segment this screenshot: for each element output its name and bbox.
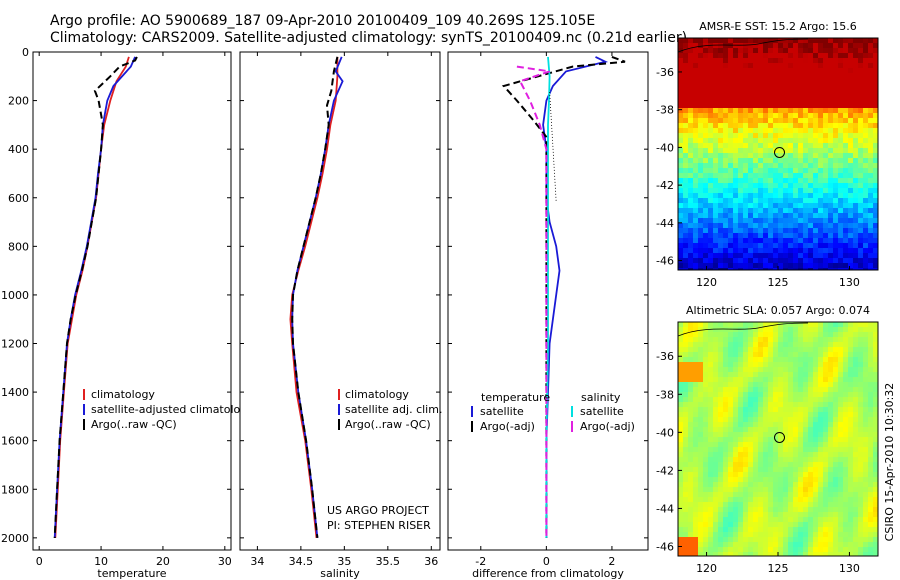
- temperature-legend-label: satellite-adjusted climatology: [91, 403, 254, 416]
- temperature-xtick-label: 20: [156, 555, 170, 568]
- salinity-xtick-label: 36: [424, 555, 438, 568]
- salinity-legend-label: satellite adj. clim.: [345, 403, 442, 416]
- difference-legend-header-temperature: temperature: [481, 391, 550, 404]
- salinity-xlabel: salinity: [320, 567, 360, 580]
- sla-ytick-label: -36: [656, 350, 674, 363]
- sla-xtick-label: 120: [696, 562, 717, 575]
- figure-title-line1: Argo profile: AO 5900689_187 09-Apr-2010…: [50, 13, 596, 29]
- depth-tick-label: 0: [22, 46, 29, 59]
- sla-field: [678, 322, 878, 556]
- temperature-legend-label: Argo(..raw -QC): [91, 418, 177, 431]
- temperature-series-argo-raw-qc-: [53, 56, 138, 538]
- salinity-xtick-label: 34: [250, 555, 264, 568]
- depth-tick-label: 1200: [1, 338, 29, 351]
- credit-timestamp: CSIRO 15-Apr-2010 10:30:32: [883, 383, 896, 542]
- difference-xlabel: difference from climatology: [472, 567, 624, 580]
- sst-xtick-label: 130: [839, 276, 860, 289]
- salinity-xtick-label: 35: [337, 555, 351, 568]
- sla-xtick-label: 130: [839, 562, 860, 575]
- difference-reference-line: [549, 91, 557, 203]
- project-annotation: US ARGO PROJECT: [327, 504, 429, 517]
- salinity-axes-frame: [239, 51, 441, 551]
- sst-map-title: AMSR-E SST: 15.2 Argo: 15.6: [699, 20, 857, 33]
- sst-ytick-label: -42: [656, 179, 674, 192]
- difference-legend-label: satellite: [480, 405, 524, 418]
- panel-sst: 120 125 130 -36 -38 -40 -42 -44 -46 AMSR-E SST: 1…: [656, 20, 879, 289]
- panel-sla: 120 125 130 -36 -38 -40 -42 -44 -46 Altimetric SL…: [656, 304, 879, 575]
- sla-map-title: Altimetric SLA: 0.057 Argo: 0.074: [686, 304, 870, 317]
- sla-ytick-label: -38: [656, 388, 674, 401]
- temperature-xlabel: temperature: [97, 567, 166, 580]
- salinity-series-argo-raw-qc-: [291, 56, 339, 539]
- sst-xtick-label: 120: [696, 276, 717, 289]
- salinity-xtick-label: 35.5: [376, 555, 401, 568]
- panel-temperature: 0 10 20 30 0 200 400 600 800 1000 1200 1400 1600 1800…: [1, 46, 254, 580]
- salinity-series-climatology: [289, 56, 339, 538]
- sst-ytick-label: -40: [656, 141, 674, 154]
- difference-series-salinity-argo-adj-: [516, 65, 550, 538]
- sst-ytick-label: -44: [656, 217, 674, 230]
- difference-legend-label: satellite: [580, 405, 624, 418]
- depth-tick-label: 800: [8, 240, 29, 253]
- depth-tick-label: 200: [8, 95, 29, 108]
- temperature-axes-frame: [32, 51, 232, 551]
- pi-annotation: PI: STEPHEN RISER: [327, 519, 431, 532]
- depth-tick-label: 1000: [1, 289, 29, 302]
- depth-tick-label: 400: [8, 143, 29, 156]
- difference-xtick-label: 0: [543, 555, 550, 568]
- temperature-xtick-label: 0: [36, 555, 43, 568]
- sst-coastline: [678, 38, 809, 53]
- difference-xtick-label: 2: [608, 555, 615, 568]
- sst-field: [678, 38, 878, 270]
- depth-tick-label: 2000: [1, 532, 29, 545]
- salinity-legend-label: climatology: [345, 388, 409, 401]
- depth-tick-label: 600: [8, 192, 29, 205]
- difference-xtick-label: -2: [475, 555, 486, 568]
- sla-xtick-label: 125: [768, 562, 789, 575]
- depth-tick-label: 1600: [1, 435, 29, 448]
- temperature-xtick-label: 10: [94, 555, 108, 568]
- salinity-xtick-label: 34.5: [289, 555, 314, 568]
- sla-float-position-marker: [774, 431, 785, 443]
- difference-legend-label: Argo(-adj): [480, 420, 535, 433]
- sla-ytick-label: -44: [656, 502, 674, 515]
- temperature-xtick-label: 30: [218, 555, 232, 568]
- depth-tick-label: 1400: [1, 386, 29, 399]
- depth-tick-label: 1800: [1, 483, 29, 496]
- sst-ytick-label: -36: [656, 66, 674, 79]
- sst-ytick-label: -46: [656, 255, 674, 268]
- sst-ytick-label: -38: [656, 104, 674, 117]
- difference-legend-header-salinity: salinity: [581, 391, 621, 404]
- sst-xtick-label: 125: [768, 276, 789, 289]
- sla-ytick-label: -46: [656, 540, 674, 553]
- sla-coastline: [678, 322, 809, 337]
- salinity-legend-label: Argo(..raw -QC): [345, 418, 431, 431]
- sla-ytick-label: -42: [656, 464, 674, 477]
- figure-title-line2: Climatology: CARS2009. Satellite-adjuste…: [50, 30, 688, 46]
- panel-salinity: 34 34.5 35 35.5 36 salinity climatology satelli…: [239, 51, 442, 580]
- sla-ytick-label: -40: [656, 426, 674, 439]
- difference-legend-label: Argo(-adj): [580, 420, 635, 433]
- sst-float-position-marker: [774, 146, 785, 158]
- temperature-legend-label: climatology: [91, 388, 155, 401]
